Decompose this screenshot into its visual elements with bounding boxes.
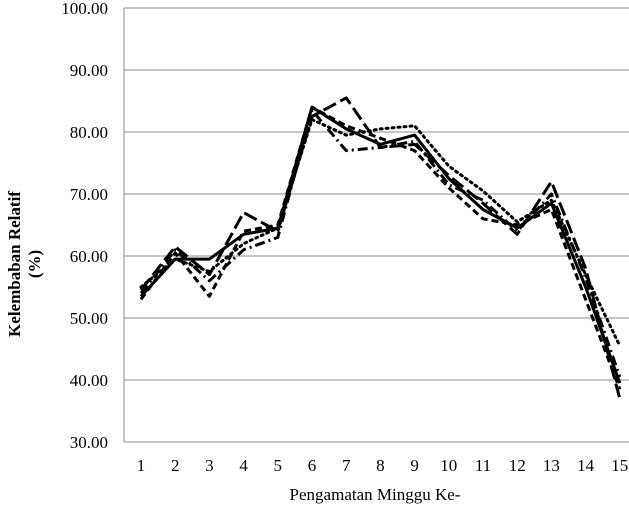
x-tick-label: 10 <box>440 456 457 475</box>
x-axis-title: Pengamatan Minggu Ke- <box>290 485 461 504</box>
x-tick-label: 4 <box>239 456 248 475</box>
y-tick-label: 30.00 <box>70 433 108 452</box>
y-axis-title-line2: (%) <box>25 250 44 278</box>
y-axis-title-line1: Kelembaban Relatif <box>5 191 24 337</box>
y-tick-label: 70.00 <box>70 185 108 204</box>
x-tick-label: 6 <box>308 456 317 475</box>
x-tick-label: 5 <box>274 456 283 475</box>
x-tick-label: 12 <box>509 456 526 475</box>
series-line-4 <box>141 110 620 377</box>
series-layer <box>141 98 620 399</box>
y-tick-label: 50.00 <box>70 309 108 328</box>
y-tick-label: 100.00 <box>61 0 108 18</box>
series-line-5 <box>141 107 620 389</box>
y-tick-label: 60.00 <box>70 247 108 266</box>
x-tick-label: 7 <box>342 456 351 475</box>
grid-layer <box>124 8 629 380</box>
y-tick-label: 90.00 <box>70 61 108 80</box>
y-tick-labels: 30.00 40.00 50.00 60.00 70.00 80.00 90.00 100.0… <box>61 0 108 452</box>
x-tick-label: 14 <box>577 456 595 475</box>
x-tick-label: 9 <box>410 456 419 475</box>
x-tick-label: 8 <box>376 456 385 475</box>
axes-layer <box>124 8 629 442</box>
series-line-3 <box>141 120 620 346</box>
x-tick-label: 1 <box>137 456 146 475</box>
x-tick-label: 13 <box>543 456 560 475</box>
x-tick-labels: 1 2 3 4 5 6 7 8 9 10 11 12 13 14 15 <box>137 456 629 475</box>
x-tick-label: 15 <box>611 456 628 475</box>
x-tick-label: 3 <box>205 456 214 475</box>
x-tick-label: 2 <box>171 456 180 475</box>
x-tick-label: 11 <box>475 456 491 475</box>
y-tick-label: 40.00 <box>70 371 108 390</box>
y-tick-label: 80.00 <box>70 123 108 142</box>
y-axis-title-group: Kelembaban Relatif (%) <box>5 191 44 337</box>
